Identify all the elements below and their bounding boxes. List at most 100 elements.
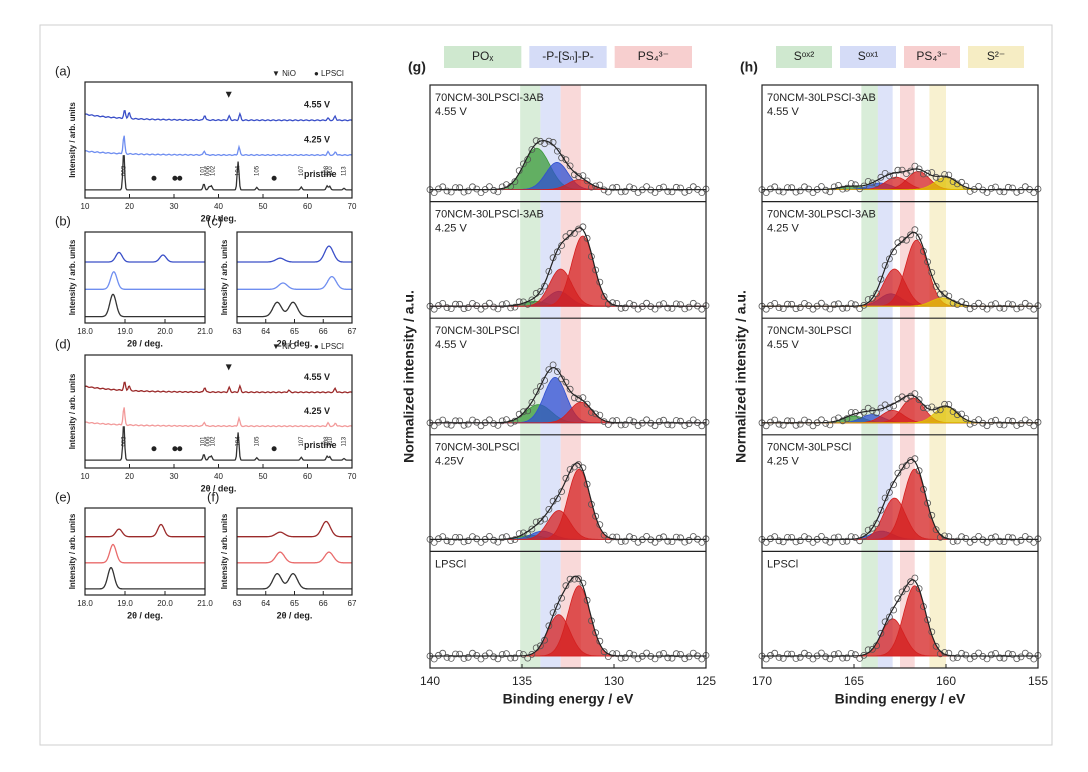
hkl-label: 110	[328, 436, 334, 446]
spectrum-label: 4.55 V	[435, 339, 467, 351]
x-tick-label: 21.0	[197, 599, 213, 608]
fit-envelope	[762, 458, 1038, 540]
band-legend-label: POₓ	[472, 49, 493, 63]
data-point	[596, 411, 604, 419]
data-point	[945, 171, 953, 179]
data-point	[566, 385, 574, 393]
hkl-label: 108	[324, 436, 330, 447]
y-axis-label: Normalized intensity / a.u.	[733, 290, 749, 463]
data-point	[452, 534, 459, 541]
data-point	[545, 366, 553, 374]
data-point	[554, 495, 561, 503]
data-point	[575, 395, 582, 403]
data-point	[996, 537, 1004, 545]
data-point	[877, 275, 885, 283]
data-point	[473, 535, 481, 543]
data-point	[784, 650, 791, 658]
data-point	[490, 653, 498, 661]
data-point	[498, 651, 506, 658]
data-point	[767, 185, 774, 193]
data-point	[1004, 417, 1012, 424]
data-point	[511, 303, 519, 311]
x-tick-label: 165	[844, 674, 864, 688]
data-point	[830, 534, 838, 542]
data-point	[1021, 299, 1029, 307]
data-point	[528, 296, 536, 304]
data-point	[924, 616, 931, 624]
data-point	[613, 650, 621, 657]
data-point	[698, 422, 706, 430]
data-point	[443, 187, 451, 195]
x-tick-label: 66	[319, 599, 328, 608]
data-point	[566, 575, 574, 583]
x-axis-label: Binding energy / eV	[835, 691, 966, 707]
xrd-curve	[237, 573, 352, 590]
data-point	[822, 303, 830, 311]
xrd-curve	[85, 293, 205, 318]
xrd-curve	[85, 426, 352, 461]
curve-label: 4.25 V	[304, 134, 330, 144]
data-point	[435, 418, 442, 426]
data-point	[689, 299, 697, 307]
hkl-label: 107	[299, 436, 305, 447]
data-point	[1021, 416, 1029, 424]
data-point	[643, 299, 650, 307]
x-tick-label: 50	[259, 472, 268, 481]
data-point	[809, 422, 817, 430]
data-point	[689, 183, 697, 191]
data-point	[1000, 654, 1008, 662]
data-point	[775, 304, 783, 312]
spectrum-label: LPSCl	[435, 558, 466, 570]
data-point	[566, 229, 574, 237]
data-point	[1030, 655, 1038, 663]
data-point	[1017, 420, 1025, 428]
data-point	[809, 655, 817, 663]
data-point	[784, 184, 791, 192]
data-point	[630, 185, 638, 193]
data-point	[545, 267, 553, 275]
data-point	[609, 417, 616, 425]
data-point	[685, 653, 693, 661]
data-point	[987, 184, 995, 192]
data-point	[953, 411, 961, 419]
spectrum-label: 4.25 V	[767, 456, 799, 468]
data-point	[583, 596, 591, 604]
band-legend-box	[444, 46, 522, 68]
data-point	[443, 654, 451, 661]
data-point	[621, 304, 629, 312]
data-point	[452, 650, 459, 658]
data-point	[822, 186, 830, 194]
data-point	[435, 651, 442, 659]
data-point	[987, 651, 995, 659]
data-point	[668, 188, 676, 196]
data-point	[843, 184, 851, 192]
data-point	[456, 184, 464, 192]
data-point	[975, 533, 982, 540]
band-legend-label: Sᵒˣ¹	[858, 49, 878, 63]
x-tick-label: 64	[261, 327, 270, 336]
hkl-label: 105	[254, 436, 260, 447]
data-point	[643, 649, 650, 657]
x-tick-label: 30	[170, 202, 179, 211]
band-shade	[520, 85, 541, 668]
data-point	[685, 536, 693, 544]
data-point	[953, 654, 961, 661]
fit-envelope	[762, 394, 1038, 424]
data-point	[852, 534, 859, 541]
data-point	[528, 146, 536, 153]
data-point	[788, 300, 796, 308]
data-point	[945, 533, 953, 540]
data-point	[839, 538, 847, 545]
data-point	[677, 417, 684, 425]
x-tick-label: 18.0	[77, 599, 93, 608]
hkl-label: 102	[210, 165, 216, 176]
data-point	[617, 654, 625, 662]
data-point	[490, 186, 498, 194]
data-point	[689, 649, 697, 657]
plot-frame	[429, 84, 707, 669]
data-point	[1009, 301, 1016, 309]
x-tick-label: 19.0	[117, 327, 133, 336]
data-point	[907, 578, 914, 586]
data-point	[689, 533, 697, 540]
data-point	[890, 171, 897, 179]
